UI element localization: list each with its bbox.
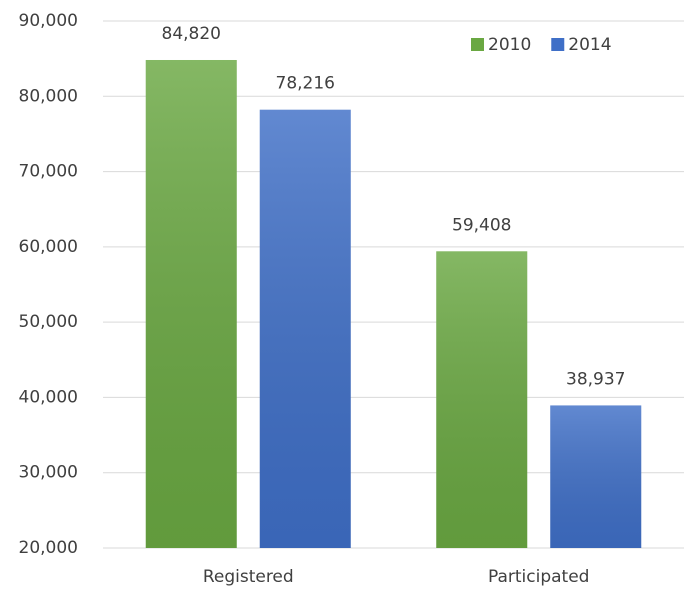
y-tick-label: 90,000	[19, 11, 78, 31]
bar	[550, 405, 642, 548]
bar	[145, 59, 237, 549]
y-tick-label: 60,000	[19, 237, 78, 257]
data-label: 78,216	[276, 74, 335, 94]
data-label: 84,820	[162, 24, 221, 44]
legend-label: 2010	[488, 35, 531, 55]
legend-label: 2014	[568, 35, 611, 55]
legend-swatch	[471, 38, 484, 51]
y-tick-label: 30,000	[19, 463, 78, 483]
y-tick-label: 70,000	[19, 162, 78, 182]
y-tick-label: 40,000	[19, 387, 78, 407]
y-tick-label: 50,000	[19, 312, 78, 332]
x-tick-label: Registered	[203, 567, 294, 587]
bar	[259, 109, 351, 549]
legend-swatch	[551, 38, 565, 51]
data-label: 38,937	[566, 369, 625, 389]
y-tick-label: 20,000	[19, 538, 78, 558]
bar	[436, 251, 528, 548]
y-tick-label: 80,000	[19, 86, 78, 106]
data-label: 59,408	[452, 215, 511, 235]
x-tick-label: Participated	[488, 567, 589, 587]
